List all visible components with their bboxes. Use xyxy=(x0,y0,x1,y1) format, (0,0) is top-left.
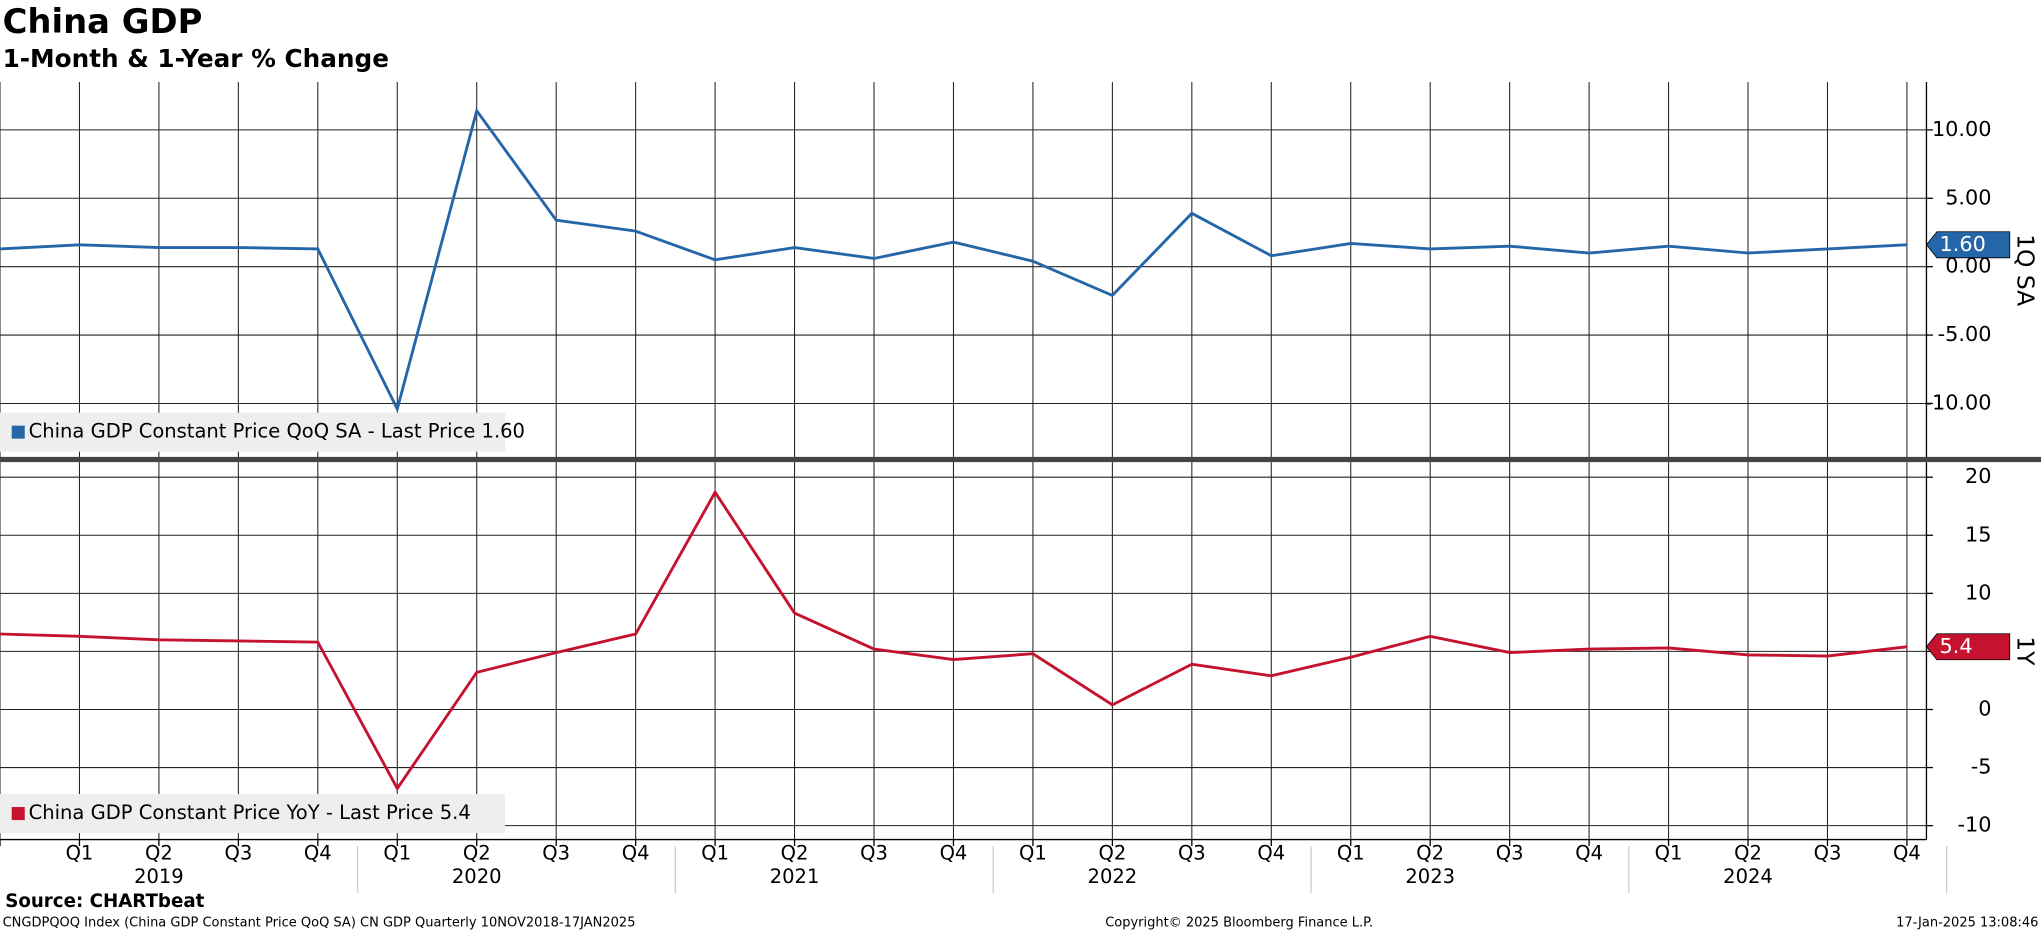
x-tick-label: Q4 xyxy=(304,841,332,864)
x-tick-label: Q1 xyxy=(1337,841,1365,864)
x-tick-label: Q4 xyxy=(1257,841,1285,864)
chart-subtitle: 1-Month & 1-Year % Change xyxy=(3,44,389,73)
y-tick-label: 20 xyxy=(1965,464,1991,488)
panel-separator xyxy=(0,456,2041,463)
x-tick-label: Q2 xyxy=(145,841,173,864)
x-tick-label: Q4 xyxy=(622,841,650,864)
y-tick-label: -5.00 xyxy=(1938,322,1992,346)
year-label: 2024 xyxy=(1723,865,1773,888)
legend-label: China GDP Constant Price QoQ SA - Last P… xyxy=(29,420,525,443)
year-label: 2019 xyxy=(134,865,184,888)
last-price-tag xyxy=(1925,231,2011,259)
source: Source: CHARTbeat xyxy=(5,891,204,912)
last-price-tag xyxy=(1925,633,2011,661)
series-line xyxy=(0,107,1908,413)
x-tick-label: Q3 xyxy=(1814,841,1842,864)
y-tick-label: -10 xyxy=(1958,813,1992,837)
series-line xyxy=(0,489,1908,792)
x-tick-label: Q1 xyxy=(1019,841,1047,864)
last-price-label: 5.4 xyxy=(1939,634,1972,658)
x-tick-label: Q4 xyxy=(1893,841,1921,864)
y-axis-label: 1Q SA xyxy=(2012,234,2040,306)
year-label: 2023 xyxy=(1405,865,1455,888)
y-tick-label: 5.00 xyxy=(1945,185,1991,209)
year-label: 2021 xyxy=(770,865,820,888)
y-tick-label: -10.00 xyxy=(1924,390,1991,414)
y-axis-label: 1Y xyxy=(2012,636,2040,666)
x-tick-label: Q1 xyxy=(383,841,411,864)
x-tick-label: Q2 xyxy=(1734,841,1762,864)
x-tick-label: Q1 xyxy=(701,841,729,864)
x-tick-label: Q3 xyxy=(542,841,570,864)
chart-title: China GDP xyxy=(3,2,203,41)
y-tick-label: 10.00 xyxy=(1932,117,1992,141)
y-tick-label: -5 xyxy=(1971,755,1992,779)
x-tick-label: Q2 xyxy=(781,841,809,864)
legend-box xyxy=(0,412,506,452)
legend-swatch xyxy=(11,425,25,439)
year-label: 2022 xyxy=(1088,865,1138,888)
last-price-label: 1.60 xyxy=(1939,232,1985,256)
y-tick-label: 15 xyxy=(1965,522,1991,546)
x-tick-label: Q4 xyxy=(940,841,968,864)
year-label: 2020 xyxy=(452,865,502,888)
x-tick-label: Q3 xyxy=(860,841,888,864)
legend-box xyxy=(0,794,506,834)
x-tick-label: Q3 xyxy=(224,841,252,864)
legend-swatch xyxy=(11,807,25,821)
x-tick-label: Q2 xyxy=(1098,841,1126,864)
y-tick-label: 0 xyxy=(1978,696,1991,720)
x-tick-label: Q2 xyxy=(463,841,491,864)
copyright: Copyright© 2025 Bloomberg Finance L.P. xyxy=(1105,915,1373,930)
legend-label: China GDP Constant Price YoY - Last Pric… xyxy=(29,801,471,824)
x-tick-label: Q3 xyxy=(1178,841,1206,864)
x-tick-label: Q3 xyxy=(1496,841,1524,864)
y-tick-label: 10 xyxy=(1965,580,1991,604)
x-tick-label: Q1 xyxy=(1655,841,1683,864)
x-tick-label: Q2 xyxy=(1416,841,1444,864)
ticker: CNGDPQOQ Index (China GDP Constant Price… xyxy=(3,915,636,930)
x-tick-label: Q4 xyxy=(1575,841,1603,864)
x-tick-label: Q1 xyxy=(66,841,94,864)
timestamp: 17-Jan-2025 13:08:46 xyxy=(1896,915,2038,930)
